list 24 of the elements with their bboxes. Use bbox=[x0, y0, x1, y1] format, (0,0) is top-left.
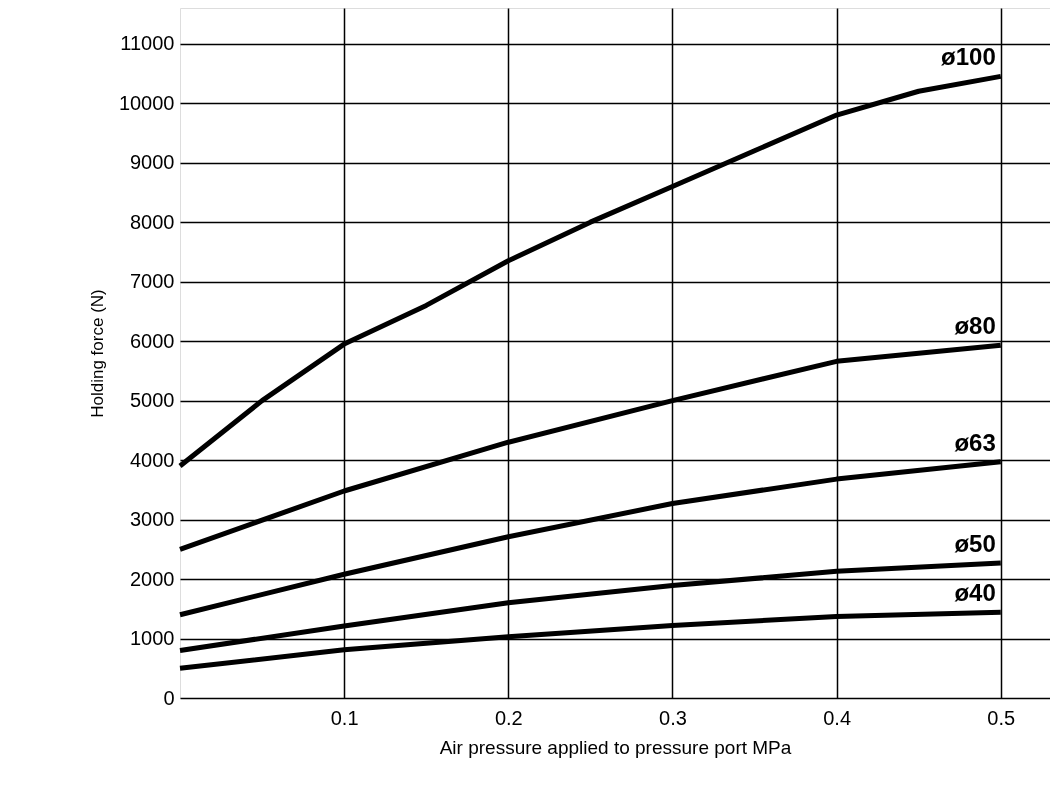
x-tick-label: 0.3 bbox=[659, 706, 687, 729]
x-tick-label: 0.2 bbox=[494, 706, 523, 729]
series-label: ø100 bbox=[941, 43, 996, 71]
y-tick-label: 8000 bbox=[130, 210, 175, 233]
series-label: ø80 bbox=[954, 312, 996, 340]
y-tick-label: 1000 bbox=[130, 627, 175, 650]
y-tick-label: 0 bbox=[163, 686, 175, 709]
series-label: ø63 bbox=[954, 428, 996, 456]
y-tick-label: 2000 bbox=[130, 567, 175, 590]
x-axis-title: Air pressure applied to pressure port MPa bbox=[439, 736, 792, 758]
y-tick-label: 6000 bbox=[130, 329, 175, 352]
series-label: ø50 bbox=[954, 529, 996, 557]
x-tick-label: 0.4 bbox=[823, 706, 852, 729]
y-tick-label: 7000 bbox=[130, 270, 175, 293]
y-tick-label: 9000 bbox=[130, 151, 175, 174]
x-tick-label: 0.5 bbox=[987, 706, 1016, 729]
y-tick-label: 10000 bbox=[118, 91, 175, 114]
x-tick-label: 0.1 bbox=[330, 706, 359, 729]
y-tick-label: 4000 bbox=[130, 448, 175, 471]
y-tick-label: 11000 bbox=[120, 32, 175, 55]
y-tick-label: 5000 bbox=[130, 389, 175, 412]
y-tick-label: 3000 bbox=[130, 508, 175, 531]
series-label: ø40 bbox=[954, 579, 996, 607]
y-axis-title: Holding force (N) bbox=[87, 289, 107, 418]
